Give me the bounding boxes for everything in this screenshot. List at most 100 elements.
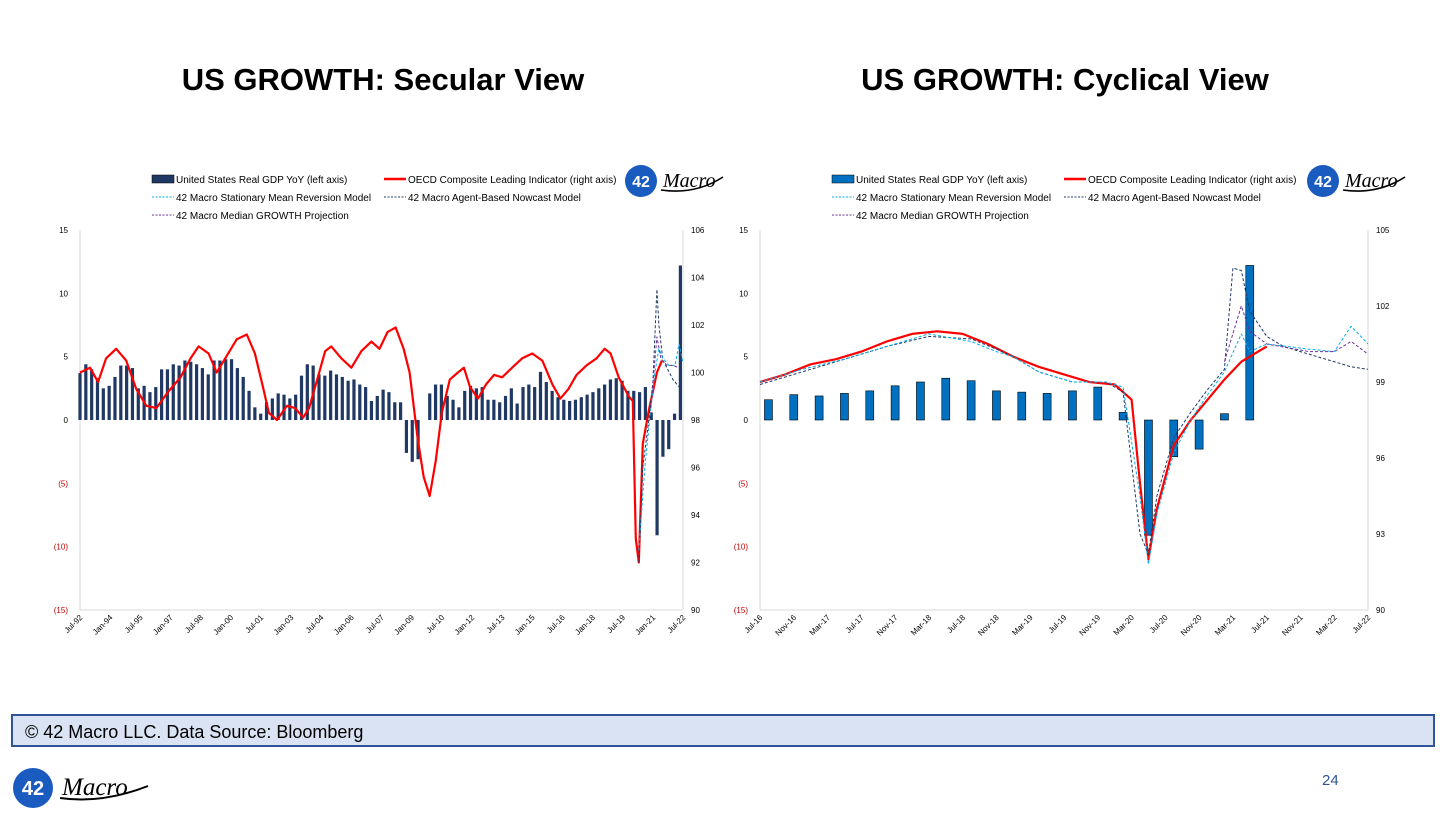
gdp-bar — [305, 364, 309, 420]
cyclical-chart: United States Real GDP YoY (left axis) OE… — [734, 165, 1406, 638]
page-number: 24 — [1322, 772, 1339, 789]
x-tick-label: Jul-95 — [123, 613, 145, 635]
gdp-bar — [1220, 413, 1229, 421]
secular-chart: United States Real GDP YoY (left axis) OE… — [54, 165, 724, 637]
gdp-bar — [218, 360, 222, 420]
gdp-bar — [492, 399, 496, 420]
brand-badge-text: 42 — [1314, 174, 1332, 191]
x-tick-label: Jul-20 — [1148, 613, 1170, 635]
brand-swoosh-icon — [660, 176, 724, 192]
x-tick-label: Jul-22 — [1351, 613, 1373, 635]
x-tick-label: Jul-16 — [545, 613, 567, 635]
gdp-bar — [550, 390, 554, 420]
gdp-bar — [643, 387, 648, 420]
gdp-bar — [340, 376, 344, 420]
gdp-bar — [200, 368, 205, 420]
y-right-tick-label: 100 — [691, 369, 705, 378]
gdp-bar — [840, 393, 849, 421]
x-tick-label: Jul-04 — [304, 613, 326, 635]
gdp-bar — [270, 398, 274, 420]
x-tick-label: Jul-01 — [244, 613, 266, 635]
gdp-bar — [1118, 412, 1128, 421]
median-line — [650, 336, 680, 409]
gdp-bar — [527, 384, 531, 420]
legend-label-mean-reversion: 42 Macro Stationary Mean Reversion Model — [856, 193, 1051, 204]
gdp-bar — [556, 397, 560, 420]
gdp-bar — [78, 373, 82, 420]
gdp-bar — [398, 402, 403, 420]
gdp-bar — [264, 402, 269, 420]
gdp-bar — [404, 420, 409, 453]
source-footer: © 42 Macro LLC. Data Source: Bloomberg — [11, 714, 1435, 747]
gdp-bar — [125, 365, 129, 420]
brand-badge-text: 42 — [22, 778, 44, 800]
gdp-bar — [90, 369, 94, 420]
gdp-bar — [603, 384, 607, 420]
gdp-bar — [253, 407, 257, 420]
gdp-bar — [433, 384, 438, 420]
y-right-tick-label: 94 — [691, 511, 700, 520]
gdp-bar — [229, 359, 234, 420]
x-tick-label: Jul-22 — [666, 613, 688, 635]
y-right-tick-label: 99 — [1376, 378, 1385, 387]
gdp-bar — [445, 395, 449, 420]
gdp-bar — [544, 382, 548, 420]
gdp-bar — [579, 397, 583, 420]
gdp-bar — [428, 393, 432, 420]
legend-label-mean-reversion: 42 Macro Stationary Mean Reversion Model — [176, 193, 371, 204]
gdp-bar — [189, 361, 193, 420]
gdp-bar — [614, 378, 618, 420]
brand-swoosh-icon — [59, 785, 149, 801]
y-left-tick-label: 10 — [739, 289, 748, 298]
brand-logo: 42 Macro — [13, 768, 149, 808]
x-tick-label: Jul-19 — [605, 613, 627, 635]
gdp-bar — [480, 387, 484, 420]
x-tick-label: Mar-22 — [1314, 613, 1339, 638]
chart-title-cyclical: US GROWTH: Cyclical View — [861, 62, 1269, 97]
oecd-line — [759, 330, 1268, 561]
gdp-bar — [119, 365, 123, 420]
x-tick-label: Nov-17 — [875, 613, 900, 638]
x-tick-label: Jul-13 — [485, 613, 507, 635]
median-line — [1223, 305, 1369, 362]
y-left-tick-label: 0 — [64, 416, 69, 425]
gdp-bar — [130, 368, 135, 420]
y-right-tick-label: 93 — [1376, 530, 1385, 539]
gdp-bar — [235, 368, 239, 420]
gdp-bar — [1144, 419, 1153, 536]
gdp-bar — [1042, 393, 1052, 421]
gdp-bar — [364, 387, 368, 420]
gdp-bar — [317, 374, 321, 420]
gdp-bar — [591, 392, 595, 420]
gdp-bar — [160, 369, 164, 420]
gdp-bar — [1017, 391, 1027, 421]
x-tick-label: Jul-10 — [424, 613, 446, 635]
y-left-tick-label: (15) — [54, 606, 69, 615]
gdp-bar — [358, 384, 362, 420]
gdp-bar — [515, 403, 519, 420]
gdp-bar — [562, 399, 566, 420]
x-tick-label: Jul-19 — [1047, 613, 1069, 635]
gdp-bar — [764, 399, 773, 421]
x-tick-label: Jul-21 — [1249, 613, 1271, 635]
gdp-bar — [568, 401, 572, 420]
x-tick-label: Mar-20 — [1112, 613, 1137, 638]
gdp-bar — [346, 380, 350, 420]
y-right-tick-label: 96 — [1376, 454, 1385, 463]
gdp-bar — [393, 402, 397, 420]
gdp-bar — [474, 388, 478, 420]
legend-label-median: 42 Macro Median GROWTH Projection — [856, 211, 1029, 222]
gdp-bar — [101, 388, 105, 420]
gdp-bar — [352, 379, 356, 420]
x-tick-label: Mar-17 — [808, 613, 833, 638]
x-tick-label: Jul-16 — [743, 613, 765, 635]
gdp-bar — [410, 420, 414, 462]
gdp-bar — [789, 394, 799, 421]
gdp-bar — [334, 374, 339, 420]
gdp-bar — [941, 377, 951, 421]
gdp-bar — [573, 399, 578, 420]
gdp-bar — [521, 387, 525, 420]
gdp-bar — [107, 385, 111, 420]
gdp-bar — [457, 407, 461, 420]
legend-swatch-gdp — [151, 174, 175, 184]
